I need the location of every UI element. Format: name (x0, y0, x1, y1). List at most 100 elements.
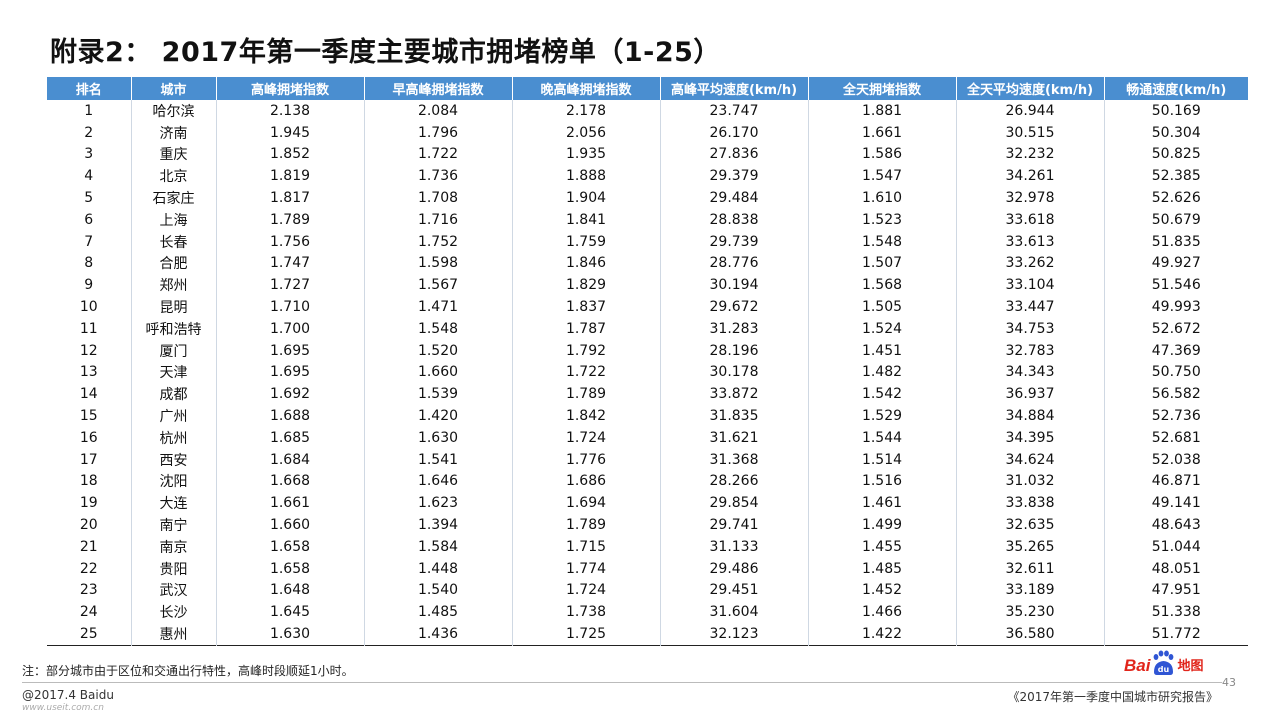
value-cell: 1.394 (363, 514, 512, 536)
value-cell: 1.516 (807, 470, 956, 493)
value-cell: 1.852 (215, 143, 364, 166)
value-cell: 52.681 (1103, 426, 1248, 449)
value-cell: 52.038 (1103, 448, 1248, 471)
rank-cell: 9 (47, 274, 131, 297)
rank-cell: 23 (47, 579, 131, 602)
value-cell: 1.684 (215, 448, 364, 471)
rank-cell: 8 (47, 252, 131, 275)
value-cell: 36.580 (955, 623, 1104, 646)
value-cell: 1.722 (511, 361, 660, 384)
value-cell: 1.448 (363, 557, 512, 580)
value-cell: 46.871 (1103, 470, 1248, 493)
city-cell: 郑州 (130, 274, 216, 297)
value-cell: 30.178 (659, 361, 808, 384)
column-header: 晚高峰拥堵指数 (511, 77, 660, 100)
table-row: 5 石家庄 1.817 1.708 1.904 29.484 1.610 32.978 52.6… (47, 187, 1248, 209)
value-cell: 1.722 (363, 143, 512, 166)
table-row: 15 广州 1.688 1.420 1.842 31.835 1.529 34.884 52.7… (47, 405, 1248, 427)
value-cell: 33.262 (955, 252, 1104, 275)
value-cell: 1.759 (511, 230, 660, 253)
value-cell: 33.189 (955, 579, 1104, 602)
table-row: 8 合肥 1.747 1.598 1.846 28.776 1.507 33.262 49.92… (47, 252, 1248, 275)
value-cell: 1.541 (363, 448, 512, 471)
column-header: 高峰拥堵指数 (215, 77, 364, 100)
table-body: 1 哈尔滨 2.138 2.084 2.178 23.747 1.881 26.944 50.1… (47, 100, 1248, 646)
city-cell: 杭州 (130, 426, 216, 449)
page-title: 附录2： 2017年第一季度主要城市拥堵榜单（1-25） (50, 37, 721, 68)
value-cell: 1.455 (807, 535, 956, 558)
value-cell: 35.230 (955, 601, 1104, 624)
value-cell: 1.945 (215, 121, 364, 144)
value-cell: 1.774 (511, 557, 660, 580)
value-cell: 1.837 (511, 296, 660, 318)
value-cell: 1.792 (511, 339, 660, 362)
value-cell: 50.679 (1103, 208, 1248, 231)
value-cell: 1.485 (363, 601, 512, 624)
value-cell: 1.505 (807, 296, 956, 318)
value-cell: 1.725 (511, 623, 660, 646)
value-cell: 56.582 (1103, 383, 1248, 406)
value-cell: 32.978 (955, 187, 1104, 209)
value-cell: 1.567 (363, 274, 512, 297)
value-cell: 1.727 (215, 274, 364, 297)
value-cell: 1.499 (807, 514, 956, 536)
value-cell: 32.232 (955, 143, 1104, 166)
value-cell: 1.584 (363, 535, 512, 558)
value-cell: 1.630 (215, 623, 364, 646)
value-cell: 1.436 (363, 623, 512, 646)
value-cell: 31.835 (659, 405, 808, 427)
value-cell: 1.482 (807, 361, 956, 384)
rank-cell: 2 (47, 121, 131, 144)
value-cell: 1.789 (511, 514, 660, 536)
value-cell: 1.523 (807, 208, 956, 231)
watermark-text: www.useit.com.cn (22, 703, 104, 713)
value-cell: 31.133 (659, 535, 808, 558)
value-cell: 28.838 (659, 208, 808, 231)
value-cell: 29.741 (659, 514, 808, 536)
value-cell: 1.747 (215, 252, 364, 275)
value-cell: 1.789 (511, 383, 660, 406)
value-cell: 1.598 (363, 252, 512, 275)
page-number: 43 (1222, 676, 1236, 689)
value-cell: 29.672 (659, 296, 808, 318)
column-header: 排名 (47, 77, 131, 100)
value-cell: 28.196 (659, 339, 808, 362)
city-cell: 厦门 (130, 339, 216, 362)
city-cell: 呼和浩特 (130, 317, 216, 340)
table-row: 24 长沙 1.645 1.485 1.738 31.604 1.466 35.230 51.3… (47, 601, 1248, 624)
city-cell: 石家庄 (130, 187, 216, 209)
value-cell: 29.739 (659, 230, 808, 253)
city-cell: 上海 (130, 208, 216, 231)
baidu-paw-icon: du (1151, 650, 1175, 676)
value-cell: 1.660 (215, 514, 364, 536)
value-cell: 1.542 (807, 383, 956, 406)
value-cell: 1.796 (363, 121, 512, 144)
rank-cell: 18 (47, 470, 131, 493)
value-cell: 49.927 (1103, 252, 1248, 275)
rank-cell: 11 (47, 317, 131, 340)
value-cell: 2.084 (363, 100, 512, 122)
value-cell: 31.368 (659, 448, 808, 471)
value-cell: 1.776 (511, 448, 660, 471)
value-cell: 1.658 (215, 535, 364, 558)
value-cell: 1.645 (215, 601, 364, 624)
value-cell: 1.789 (215, 208, 364, 231)
value-cell: 1.623 (363, 492, 512, 515)
value-cell: 1.568 (807, 274, 956, 297)
value-cell: 1.710 (215, 296, 364, 318)
rank-cell: 22 (47, 557, 131, 580)
city-cell: 济南 (130, 121, 216, 144)
value-cell: 1.451 (807, 339, 956, 362)
value-cell: 32.123 (659, 623, 808, 646)
rank-cell: 21 (47, 535, 131, 558)
table-row: 16 杭州 1.685 1.630 1.724 31.621 1.544 34.395 52.6… (47, 426, 1248, 449)
value-cell: 31.621 (659, 426, 808, 449)
value-cell: 52.385 (1103, 165, 1248, 188)
table-row: 1 哈尔滨 2.138 2.084 2.178 23.747 1.881 26.944 50.1… (47, 100, 1248, 122)
city-cell: 武汉 (130, 579, 216, 602)
value-cell: 31.604 (659, 601, 808, 624)
value-cell: 33.104 (955, 274, 1104, 297)
value-cell: 47.951 (1103, 579, 1248, 602)
report-name: 《2017年第一季度中国城市研究报告》 (1007, 690, 1218, 704)
city-cell: 昆明 (130, 296, 216, 318)
